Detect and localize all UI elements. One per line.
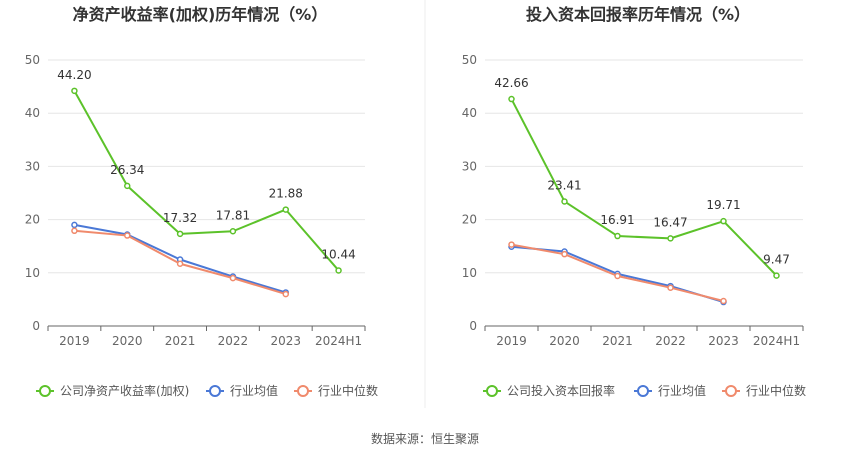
data-point xyxy=(508,95,515,103)
data-point xyxy=(614,272,621,280)
data-point xyxy=(176,260,184,268)
data-point xyxy=(229,274,237,282)
legend-swatch-marker xyxy=(209,385,221,397)
data-label: 44.20 xyxy=(57,68,91,82)
x-tick-label: 2023 xyxy=(270,334,301,348)
data-label: 9.47 xyxy=(763,253,790,267)
data-point xyxy=(667,235,674,242)
legend-swatch-marker xyxy=(637,385,649,397)
x-tick-label: 2019 xyxy=(59,334,90,348)
legend-swatch-marker xyxy=(486,385,498,397)
legend-label: 公司投入资本回报率 xyxy=(507,383,615,398)
legend-swatch-marker xyxy=(725,385,737,397)
data-label: 42.66 xyxy=(494,76,528,90)
data-label: 19.71 xyxy=(706,198,740,212)
legend-swatch-marker xyxy=(297,385,309,397)
series-line xyxy=(510,98,778,277)
x-tick-label: 2019 xyxy=(496,334,527,348)
chart-panel-1: 净资产收益率(加权)历年情况（%） 0 10 20 30 40 50 2019 2020 2021… xyxy=(25,5,378,398)
data-point xyxy=(71,87,78,95)
x-tick-label: 2021 xyxy=(165,334,196,348)
data-label: 16.91 xyxy=(600,213,634,227)
data-label: 10.44 xyxy=(321,247,355,261)
x-tick-label: 2023 xyxy=(708,334,739,348)
data-point xyxy=(561,250,568,258)
y-tick-label: 30 xyxy=(462,159,477,173)
data-point xyxy=(335,267,342,274)
y-tick-label: 40 xyxy=(25,106,40,120)
data-label: 17.81 xyxy=(216,208,250,222)
series-line xyxy=(73,90,340,272)
data-point xyxy=(124,182,131,190)
data-point xyxy=(124,232,131,239)
data-point xyxy=(71,221,78,229)
data-point xyxy=(773,272,780,279)
x-tick-label: 2022 xyxy=(218,334,249,348)
data-point xyxy=(561,198,568,205)
data-label: 16.47 xyxy=(653,215,687,229)
chart-title: 净资产收益率(加权)历年情况（%） xyxy=(73,5,328,24)
y-tick-label: 40 xyxy=(462,106,477,120)
legend-swatch-marker xyxy=(39,385,51,397)
data-label: 21.88 xyxy=(269,187,303,201)
y-tick-label: 0 xyxy=(32,319,40,333)
legend-label: 行业均值 xyxy=(658,383,706,398)
y-tick-label: 50 xyxy=(25,53,40,67)
data-point xyxy=(282,206,289,213)
data-label: 26.34 xyxy=(110,163,144,177)
x-tick-label: 2020 xyxy=(112,334,143,348)
data-point xyxy=(720,217,727,225)
y-tick-label: 20 xyxy=(462,213,477,227)
y-tick-label: 30 xyxy=(25,159,40,173)
data-point xyxy=(508,241,515,248)
x-tick-label: 2024H1 xyxy=(753,334,800,348)
legend-label: 行业中位数 xyxy=(746,383,806,398)
x-tick-label: 2020 xyxy=(549,334,580,348)
data-point xyxy=(667,284,674,291)
chart-title: 投入资本回报率历年情况（%） xyxy=(526,5,750,24)
y-tick-label: 50 xyxy=(462,53,477,67)
x-tick-label: 2024H1 xyxy=(315,334,362,348)
chart-panel-2: 投入资本回报率历年情况（%） 0 10 20 30 40 50 2019 2020 2021 202… xyxy=(462,5,806,398)
legend-label: 行业中位数 xyxy=(318,383,378,398)
data-point xyxy=(282,290,289,298)
data-point xyxy=(614,232,621,240)
legend-label: 行业均值 xyxy=(230,383,278,398)
y-tick-label: 10 xyxy=(25,266,40,280)
x-tick-label: 2022 xyxy=(655,334,686,348)
y-tick-label: 20 xyxy=(25,213,40,227)
data-source-label: 数据来源：恒生聚源 xyxy=(371,431,479,446)
data-point xyxy=(229,228,237,235)
y-tick-label: 0 xyxy=(469,319,477,333)
x-tick-label: 2021 xyxy=(602,334,633,348)
data-point xyxy=(176,230,184,238)
data-point xyxy=(71,227,78,235)
legend-label: 公司净资产收益率(加权) xyxy=(60,383,189,398)
data-point xyxy=(720,297,727,305)
data-label: 17.32 xyxy=(163,211,197,225)
y-tick-label: 10 xyxy=(462,266,477,280)
data-label: 23.41 xyxy=(547,178,581,192)
